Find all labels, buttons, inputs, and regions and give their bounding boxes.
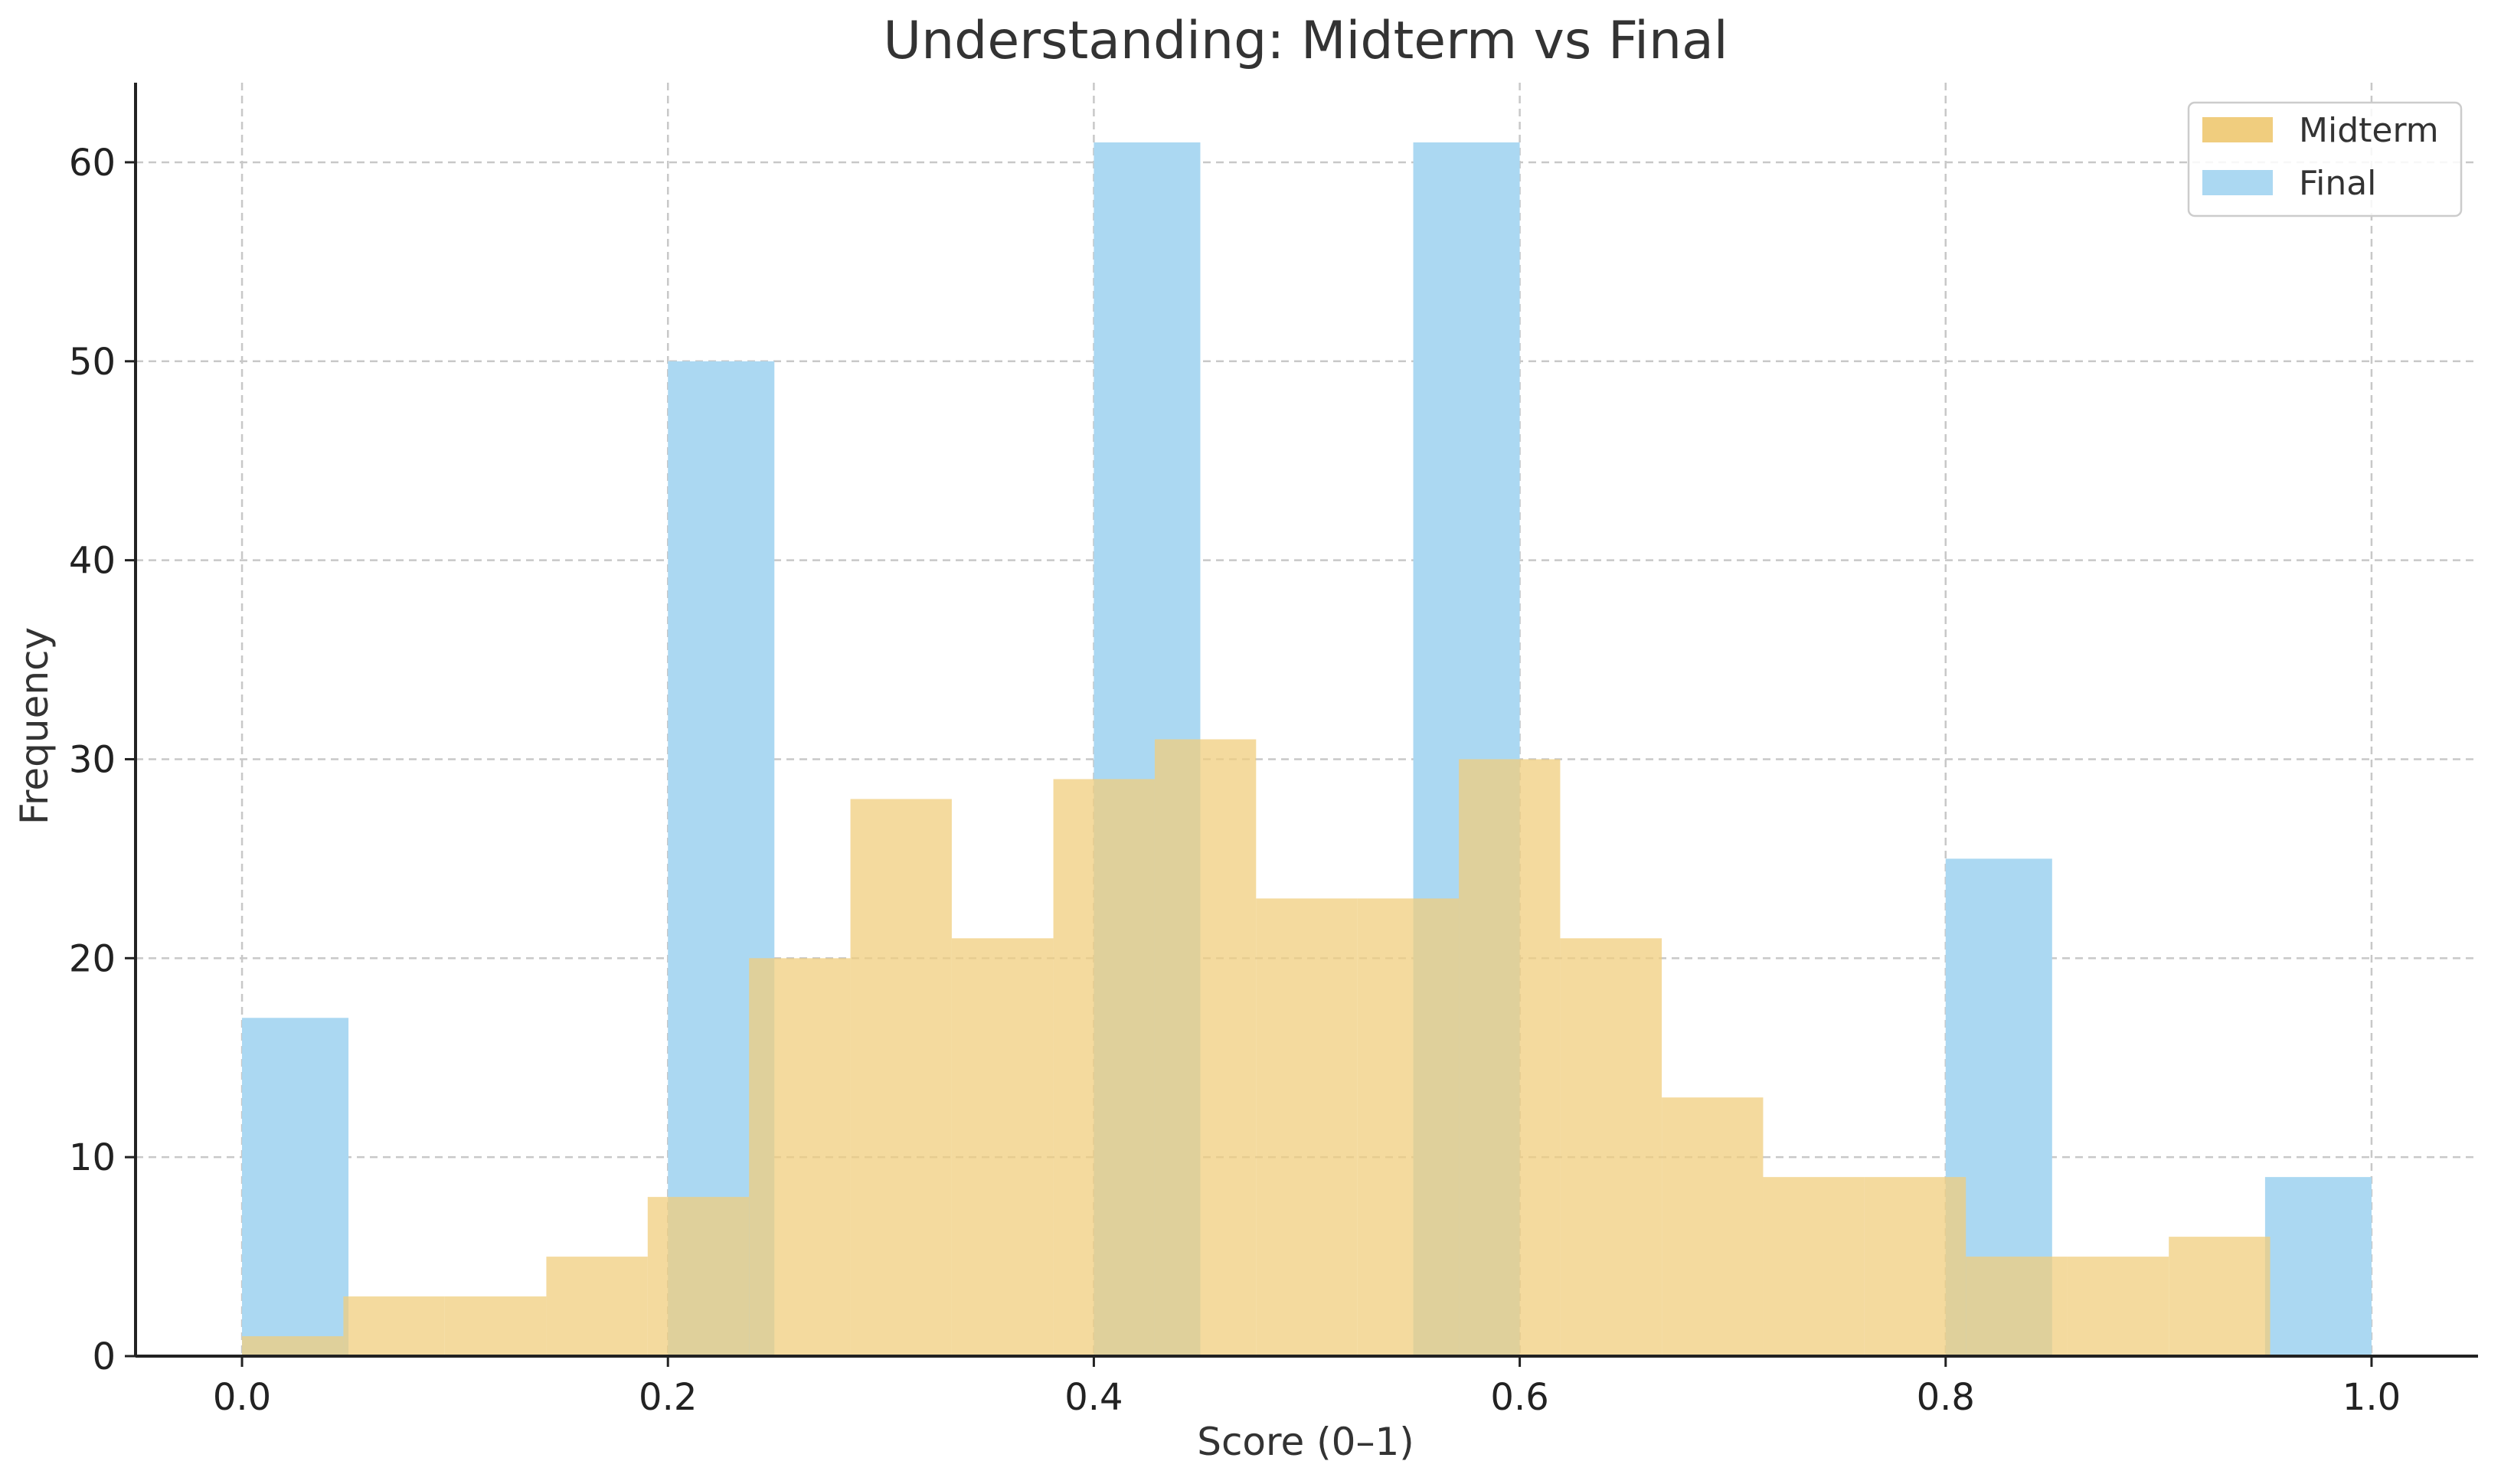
y-tick-label: 50	[69, 341, 116, 384]
chart-title: Understanding: Midterm vs Final	[883, 11, 1728, 71]
x-tick-label: 1.0	[2342, 1376, 2401, 1419]
y-tick-label: 30	[69, 738, 116, 781]
y-axis-label: Frequency	[12, 627, 57, 825]
midterm-bar	[1459, 759, 1560, 1356]
midterm-bar	[952, 938, 1054, 1356]
y-tick-label: 60	[69, 142, 116, 185]
midterm-bar	[1560, 938, 1662, 1356]
midterm-bar	[648, 1197, 749, 1356]
y-tick-label: 0	[92, 1335, 116, 1378]
y-tick-label: 20	[69, 937, 116, 980]
midterm-bar	[749, 958, 850, 1356]
x-tick-label: 0.0	[213, 1376, 271, 1419]
midterm-bar	[546, 1257, 647, 1356]
legend-label-midterm: Midterm	[2299, 111, 2439, 150]
midterm-bar	[445, 1296, 547, 1356]
x-tick-label: 0.4	[1064, 1376, 1123, 1419]
midterm-bar	[2169, 1237, 2270, 1356]
midterm-bar	[1054, 779, 1155, 1356]
midterm-bar	[242, 1336, 343, 1356]
legend-swatch-final	[2202, 170, 2273, 195]
midterm-bar	[1763, 1177, 1864, 1356]
x-axis-label: Score (0–1)	[1197, 1420, 1414, 1464]
x-tick-label: 0.2	[639, 1376, 697, 1419]
midterm-bar	[2068, 1257, 2169, 1356]
y-tick-label: 10	[69, 1136, 116, 1179]
midterm-bar	[1865, 1177, 1966, 1356]
midterm-bar	[851, 799, 952, 1356]
midterm-bar	[343, 1296, 444, 1356]
midterm-bar	[1358, 898, 1459, 1356]
legend-swatch-midterm	[2202, 117, 2273, 142]
final-bar	[242, 1018, 348, 1356]
x-tick-label: 0.8	[1917, 1376, 1975, 1419]
midterm-bar	[1256, 898, 1357, 1356]
legend-label-final: Final	[2299, 164, 2376, 203]
x-tick-label: 0.6	[1490, 1376, 1548, 1419]
midterm-bar	[1155, 739, 1256, 1356]
midterm-bar	[1966, 1257, 2067, 1356]
y-tick-label: 40	[69, 540, 116, 583]
final-bar	[2265, 1177, 2372, 1356]
midterm-bar	[1662, 1097, 1763, 1356]
legend: Midterm Final	[2189, 103, 2461, 216]
